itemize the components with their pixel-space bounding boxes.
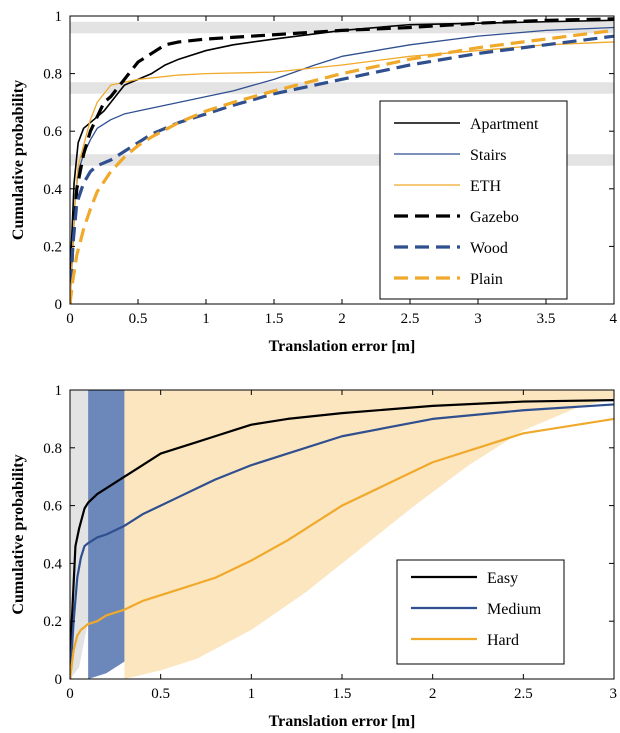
legend-label-apartment: Apartment <box>470 116 539 133</box>
chart-1: 0 0.5 1 1.5 2 2.5 3 3.5 4 0 0.2 0.4 0.6 0.8 1 Translati… <box>10 9 618 355</box>
x-tick-label: 0 <box>66 686 74 702</box>
x-tick-label: 0.5 <box>151 686 170 702</box>
legend-label-plain: Plain <box>470 271 503 288</box>
x-tick-label: 2 <box>429 686 437 702</box>
legend: Apartment Stairs ETH Gazebo Wood Plain <box>379 100 568 300</box>
x-tick-label: 2.5 <box>401 311 420 327</box>
x-tick-label: 3.5 <box>537 311 556 327</box>
legend-label-stairs: Stairs <box>470 147 506 164</box>
x-tick-label: 1 <box>202 311 210 327</box>
y-tick-label: 1 <box>55 9 63 25</box>
chart-2: 0 0.5 1 1.5 2 2.5 3 0 0.2 0.4 0.6 0.8 1 Translation e… <box>10 383 617 730</box>
y-tick-label: 0.2 <box>43 614 62 630</box>
x-tick-label: 4 <box>610 311 618 327</box>
x-tick-label: 1.5 <box>333 686 352 702</box>
y-tick-label: 0.6 <box>43 124 62 140</box>
y-tick-label: 0.6 <box>43 499 62 515</box>
legend-label-eth: ETH <box>470 178 502 195</box>
y-tick-label: 0 <box>55 297 63 313</box>
horizontal-band-1 <box>70 21 614 34</box>
x-tick-label: 0.5 <box>129 311 148 327</box>
series-line-wood <box>70 34 614 304</box>
x-tick-label: 2.5 <box>514 686 533 702</box>
legend-label-gazebo: Gazebo <box>470 209 519 226</box>
x-tick-label: 2 <box>338 311 346 327</box>
x-tick-label: 1.5 <box>265 311 284 327</box>
y-tick-label: 0.8 <box>43 67 62 83</box>
horizontal-band-2 <box>70 82 614 94</box>
series-line-easy <box>70 399 614 679</box>
y-tick-label: 0.8 <box>43 441 62 457</box>
series-line-plain <box>70 28 614 304</box>
x-tick-label: 1 <box>248 686 256 702</box>
plot-area <box>70 390 614 679</box>
plot-area <box>70 17 614 304</box>
series-line-hard <box>70 417 614 679</box>
y-axis-label: Cumulative probability <box>10 454 27 614</box>
x-tick-label: 3 <box>610 686 618 702</box>
legend: Easy Medium Hard <box>396 559 565 665</box>
y-axis-label: Cumulative probability <box>10 80 27 240</box>
series-line-medium <box>70 403 614 679</box>
legend-label-medium: Medium <box>487 601 542 618</box>
y-tick-label: 0.4 <box>43 556 62 572</box>
y-tick-label: 0 <box>55 672 63 688</box>
y-tick-label: 0.4 <box>43 182 62 198</box>
legend-label-hard: Hard <box>487 632 519 649</box>
legend-label-wood: Wood <box>470 240 508 257</box>
legend-label-easy: Easy <box>487 570 518 587</box>
y-tick-label: 0.2 <box>43 239 62 255</box>
series-line-eth <box>70 41 614 304</box>
x-axis-label: Translation error [m] <box>269 713 416 730</box>
legend-box <box>379 100 568 300</box>
x-axis-label: Translation error [m] <box>269 338 416 355</box>
y-tick-label: 1 <box>55 383 63 399</box>
horizontal-band-3 <box>70 154 614 166</box>
series-line-gazebo <box>70 17 614 304</box>
shaded-band-3 <box>124 390 614 679</box>
x-tick-label: 0 <box>66 311 74 327</box>
x-tick-label: 3 <box>474 311 482 327</box>
